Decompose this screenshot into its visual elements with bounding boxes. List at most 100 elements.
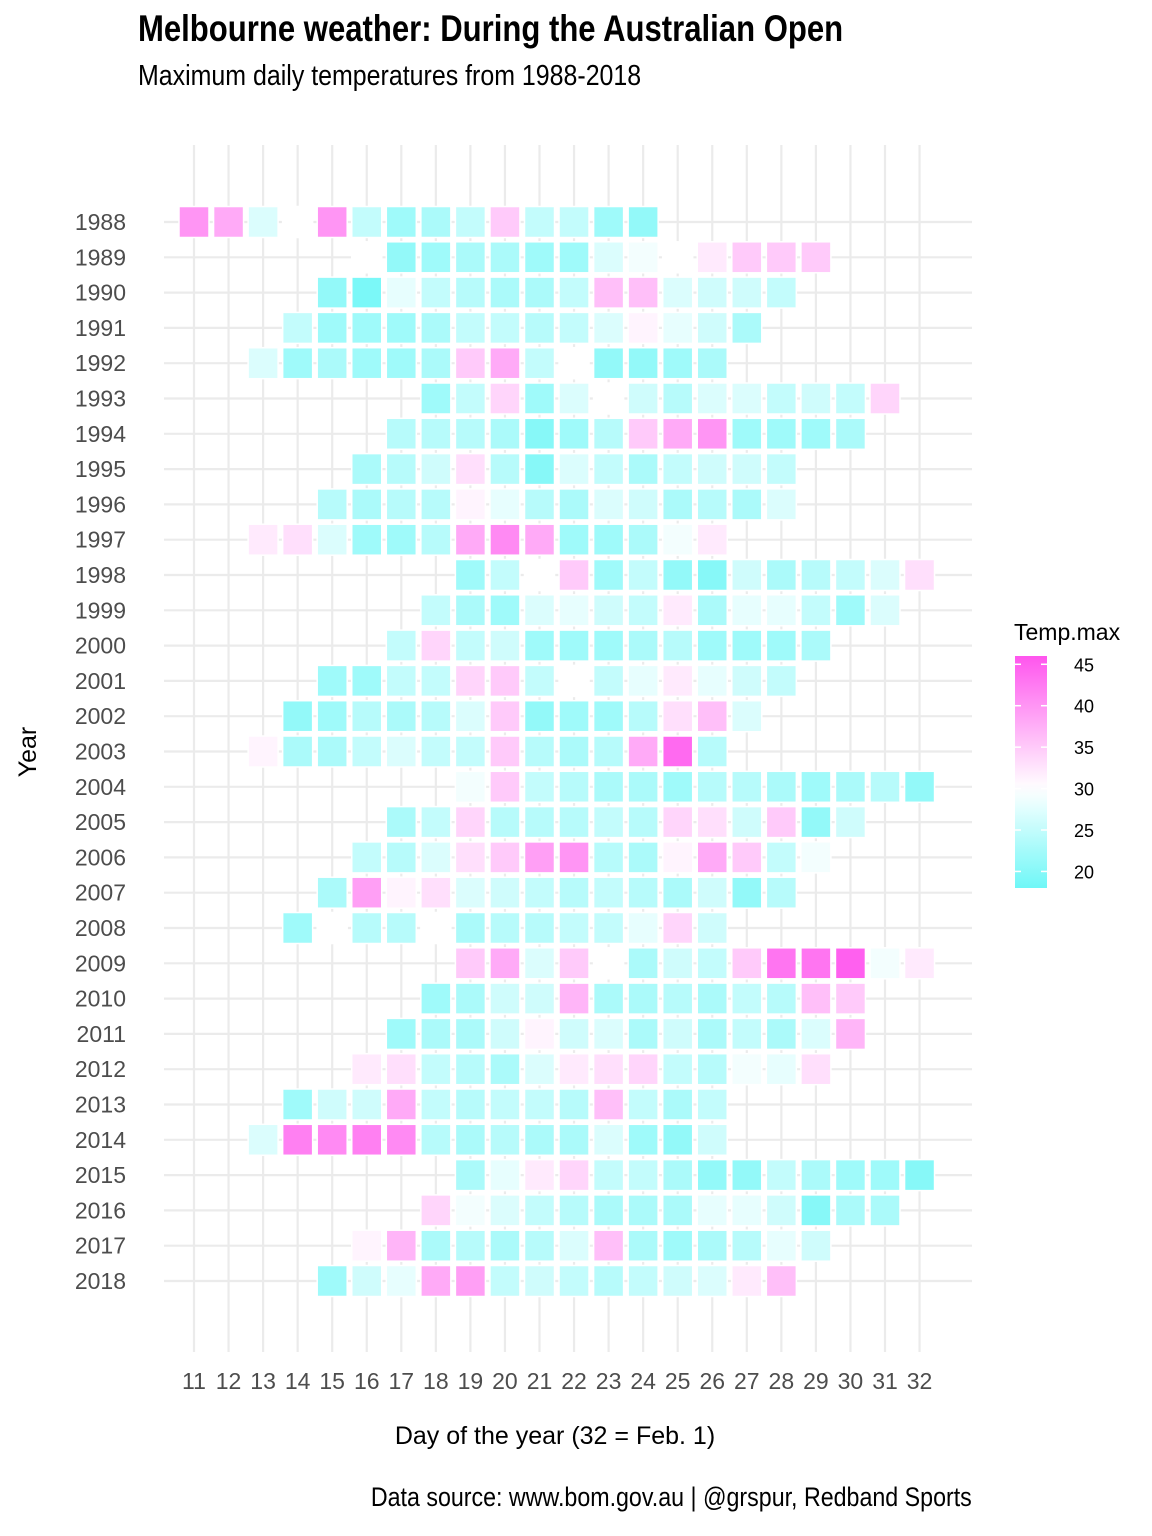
- tile-2006-19: [454, 841, 487, 874]
- tile-1994-23: [592, 417, 625, 451]
- tile-2011-22: [558, 1017, 590, 1051]
- tile-1995-21: [523, 452, 556, 486]
- tile-1993-28: [765, 382, 798, 415]
- tile-1995-16: [351, 452, 383, 486]
- tile-2007-25: [661, 876, 694, 909]
- tile-2002-14: [281, 699, 314, 733]
- y-tick-label-2007: 2007: [75, 880, 126, 906]
- tile-2004-25: [661, 770, 694, 804]
- tile-1988-18: [420, 205, 452, 239]
- tile-2003-15: [316, 735, 348, 768]
- tile-2018-28: [765, 1264, 798, 1298]
- tile-2012-17: [385, 1052, 418, 1086]
- tile-1999-28: [765, 594, 798, 627]
- tile-2014-13: [247, 1123, 279, 1157]
- tile-2008-22: [558, 911, 590, 945]
- tile-2008-17: [385, 911, 418, 945]
- tile-2007-16: [351, 876, 383, 909]
- tile-2010-29: [800, 982, 832, 1015]
- tile-1989-27: [731, 241, 763, 274]
- tile-2002-25: [661, 699, 694, 733]
- tile-2016-28: [765, 1194, 798, 1227]
- tile-2013-26: [696, 1088, 728, 1121]
- tile-1996-17: [385, 488, 418, 521]
- tile-2004-26: [696, 770, 728, 804]
- tile-2014-16: [351, 1123, 383, 1157]
- tile-1997-20: [489, 523, 521, 556]
- tile-2011-18: [420, 1017, 452, 1051]
- tile-2018-16: [351, 1264, 383, 1298]
- tile-1993-18: [420, 382, 452, 415]
- tile-2009-23: [592, 947, 625, 980]
- tile-2008-26: [696, 911, 728, 945]
- tile-1991-20: [489, 311, 521, 345]
- tile-1990-16: [351, 276, 383, 309]
- tile-1988-12: [212, 205, 245, 239]
- tile-2007-22: [558, 876, 590, 909]
- tile-1990-18: [420, 276, 452, 309]
- tile-2015-30: [834, 1158, 867, 1192]
- tile-2010-21: [523, 982, 556, 1015]
- tile-2010-19: [454, 982, 487, 1015]
- tile-2001-16: [351, 664, 383, 698]
- tile-2011-19: [454, 1017, 487, 1051]
- tile-1997-18: [420, 523, 452, 556]
- y-tick-label-2017: 2017: [75, 1233, 126, 1259]
- tile-2011-29: [800, 1017, 832, 1051]
- y-tick-label-1992: 1992: [75, 350, 126, 376]
- tile-2000-17: [385, 629, 418, 662]
- tile-2000-23: [592, 629, 625, 662]
- tile-1993-27: [731, 382, 763, 415]
- tile-2015-22: [558, 1158, 590, 1192]
- tile-1998-19: [454, 558, 487, 592]
- tile-2014-19: [454, 1123, 487, 1157]
- tile-1996-21: [523, 488, 556, 521]
- tile-1996-18: [420, 488, 452, 521]
- tile-2004-22: [558, 770, 590, 804]
- tile-2001-21: [523, 664, 556, 698]
- tile-1997-17: [385, 523, 418, 556]
- tile-2018-26: [696, 1264, 728, 1298]
- tile-2000-20: [489, 629, 521, 662]
- tile-2003-17: [385, 735, 418, 768]
- tile-1999-19: [454, 594, 487, 627]
- tile-2015-28: [765, 1158, 798, 1192]
- y-tick-label-2008: 2008: [75, 915, 126, 941]
- tile-2006-20: [489, 841, 521, 874]
- tile-1990-19: [454, 276, 487, 309]
- tile-1991-15: [316, 311, 348, 345]
- x-tick-label-25: 25: [665, 1368, 691, 1394]
- tile-2010-18: [420, 982, 452, 1015]
- x-tick-label-12: 12: [216, 1368, 242, 1394]
- tile-2011-17: [385, 1017, 418, 1051]
- y-tick-label-1999: 1999: [75, 597, 126, 623]
- tile-1999-20: [489, 594, 521, 627]
- legend-tick-label-35: 35: [1074, 738, 1094, 758]
- tile-2004-20: [489, 770, 521, 804]
- tile-2008-19: [454, 911, 487, 945]
- tile-1993-19: [454, 382, 487, 415]
- x-tick-label-16: 16: [354, 1368, 380, 1394]
- tile-1996-23: [592, 488, 625, 521]
- tile-2002-16: [351, 699, 383, 733]
- tile-1996-20: [489, 488, 521, 521]
- tile-1994-28: [765, 417, 798, 451]
- tile-2016-18: [420, 1194, 452, 1227]
- tile-1991-14: [281, 311, 314, 345]
- tile-1989-25: [661, 241, 694, 274]
- tile-2000-19: [454, 629, 487, 662]
- tile-2011-21: [523, 1017, 556, 1051]
- tile-2012-23: [592, 1052, 625, 1086]
- tile-2009-29: [800, 947, 832, 980]
- tile-2003-14: [281, 735, 314, 768]
- tile-1992-20: [489, 346, 521, 380]
- tile-1990-26: [696, 276, 728, 309]
- tile-2000-28: [765, 629, 798, 662]
- tile-2001-28: [765, 664, 798, 698]
- tile-1995-19: [454, 452, 487, 486]
- tile-1989-23: [592, 241, 625, 274]
- tile-1994-21: [523, 417, 556, 451]
- tile-2015-21: [523, 1158, 556, 1192]
- tile-2008-16: [351, 911, 383, 945]
